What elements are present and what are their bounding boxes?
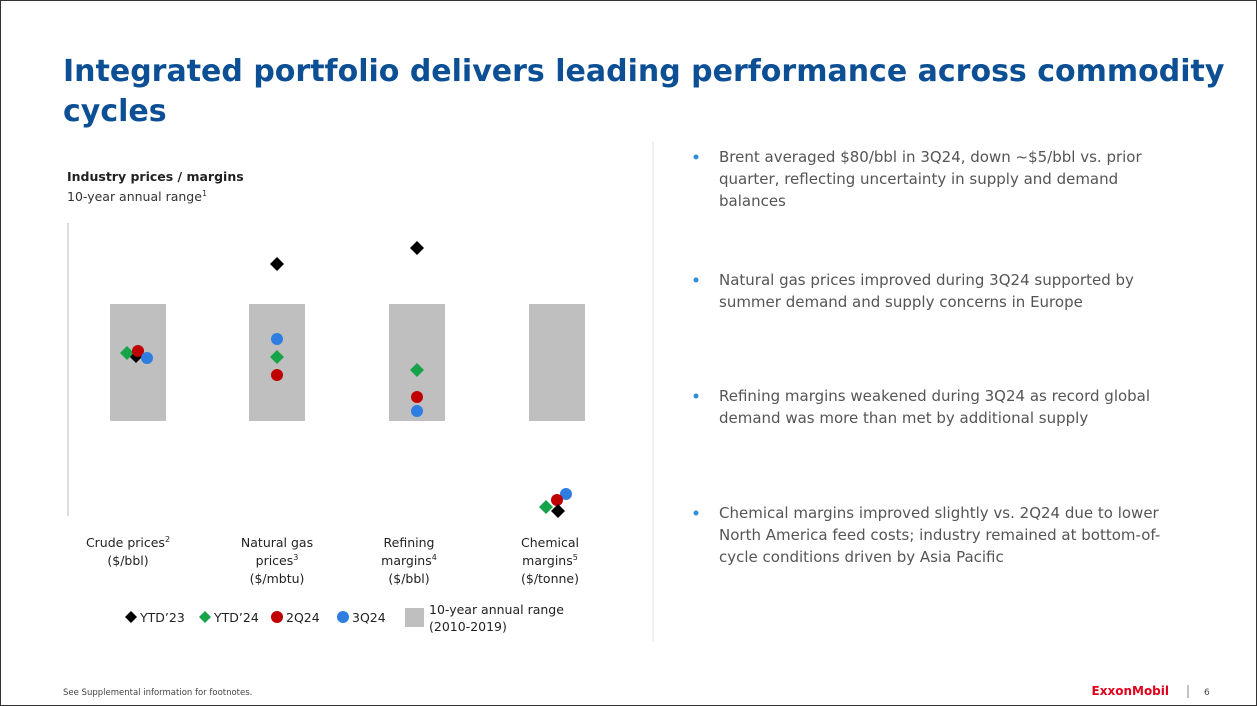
marker-ytd23: [410, 241, 424, 255]
bullet-text: Brent averaged $80/bbl in 3Q24, down ~$5…: [719, 148, 1142, 166]
sup: 5: [573, 553, 578, 562]
bullet-text: North America feed costs; industry remai…: [719, 526, 1160, 544]
bullet-text: Chemical margins improved slightly vs. 2…: [719, 504, 1160, 522]
category-label: Chemical: [521, 535, 579, 550]
range-bars: [110, 304, 585, 421]
bullet-text: quarter, reflecting uncertainty in suppl…: [719, 170, 1118, 188]
bullet-text: summer demand and supply concerns in Eur…: [719, 293, 1083, 311]
marker-ytd24: [120, 346, 134, 360]
page-number: 6: [1204, 688, 1210, 698]
sup: 3: [293, 553, 298, 562]
legend-swatch: [199, 611, 211, 623]
marker-2q24: [271, 369, 283, 381]
category-label: ($/tonne): [521, 571, 579, 586]
bullet-dot: [693, 510, 699, 516]
legend-label: 10-year annual range: [429, 602, 564, 617]
category-label-text: ($/bbl): [388, 571, 429, 586]
legend-label: 2Q24: [286, 610, 320, 625]
sup: 1: [202, 189, 207, 198]
marker-3q24: [560, 488, 572, 500]
range-bar: [389, 304, 445, 421]
bullet-text: cycle conditions driven by Asia Pacific: [719, 548, 1004, 566]
category-label-text: ($/bbl): [107, 553, 148, 568]
markers: [120, 241, 572, 518]
category-label-text: margins: [522, 553, 573, 568]
marker-ytd23: [551, 504, 565, 518]
marker-3q24: [141, 352, 153, 364]
legend-label: (2010-2019): [429, 619, 507, 634]
category-label-text: Natural gas: [241, 535, 313, 550]
category-label: prices3: [256, 553, 299, 568]
legend: YTD’23 YTD’24 2Q24 3Q24 10-year annual r…: [125, 602, 564, 634]
category-label: ($/bbl): [107, 553, 148, 568]
bullet-text: balances: [719, 192, 786, 210]
marker-ytd24: [539, 500, 553, 514]
sup: 2: [165, 535, 170, 544]
subheading-text: 10-year annual range: [67, 189, 202, 204]
footer: See Supplemental information for footnot…: [63, 688, 252, 698]
category-label-text: prices: [256, 553, 294, 568]
category-label-text: ($/tonne): [521, 571, 579, 586]
title-line-1: Integrated portfolio delivers leading pe…: [63, 54, 1225, 89]
logo: ExxonMobil: [1092, 684, 1169, 698]
marker-ytd24: [270, 350, 284, 364]
legend-swatch: [405, 608, 424, 627]
bullet-text: Natural gas prices improved during 3Q24 …: [719, 271, 1134, 289]
legend-label: 3Q24: [352, 610, 386, 625]
marker-2q24: [551, 494, 563, 506]
title-line-2: cycles: [63, 94, 167, 129]
marker-2q24: [132, 345, 144, 357]
category-label: Refining: [384, 535, 435, 550]
category-label-text: Refining: [384, 535, 435, 550]
bullet-dot: [693, 393, 699, 399]
bullet-text: Refining margins weakened during 3Q24 as…: [719, 387, 1150, 405]
chart-heading: Industry prices / margins: [67, 169, 244, 184]
range-bar: [110, 304, 166, 421]
legend-label: YTD’24: [213, 610, 259, 625]
marker-ytd24: [410, 363, 424, 377]
bullet-text: demand was more than met by additional s…: [719, 409, 1088, 427]
category-label-text: margins: [381, 553, 432, 568]
sup: 4: [432, 553, 437, 562]
bullet-dot: [693, 154, 699, 160]
category-label: margins4: [381, 553, 437, 568]
legend-swatch: [271, 611, 283, 623]
category-label: ($/bbl): [388, 571, 429, 586]
category-label: Crude prices2: [86, 535, 170, 550]
chart-subheading: 10-year annual range1: [67, 189, 207, 204]
category-label: Natural gas: [241, 535, 313, 550]
marker-3q24: [271, 333, 283, 345]
category-label-text: ($/mbtu): [250, 571, 305, 586]
legend-swatch: [337, 611, 349, 623]
legend-swatch: [125, 611, 137, 623]
marker-2q24: [411, 391, 423, 403]
category-label: margins5: [522, 553, 578, 568]
category-label: ($/mbtu): [250, 571, 305, 586]
bullet-dot: [693, 277, 699, 283]
category-label-text: Crude prices: [86, 535, 165, 550]
category-label-text: Chemical: [521, 535, 579, 550]
range-bar: [529, 304, 585, 421]
marker-ytd23: [270, 257, 284, 271]
marker-3q24: [411, 405, 423, 417]
legend-label: YTD’23: [139, 610, 185, 625]
